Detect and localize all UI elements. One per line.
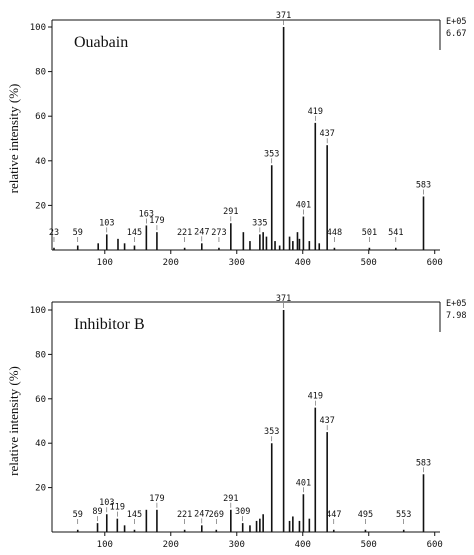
peak-label: 269 bbox=[209, 510, 224, 520]
y-tick-label: 80 bbox=[35, 350, 46, 360]
peak-label: 163 bbox=[139, 209, 154, 219]
peak-label: 437 bbox=[319, 129, 334, 139]
peak-label: 273 bbox=[211, 228, 226, 238]
y-tick-label: 20 bbox=[35, 201, 46, 211]
y-tick-label: 60 bbox=[35, 112, 46, 122]
peak-label: 179 bbox=[149, 216, 164, 226]
y-axis-label: relative intensity (%) bbox=[6, 366, 21, 476]
y-tick-label: 80 bbox=[35, 68, 46, 78]
peak-label: 291 bbox=[223, 494, 238, 504]
y-tick-label: 40 bbox=[35, 439, 46, 449]
y-axis-label: relative intensity (%) bbox=[6, 84, 21, 194]
peak-label: 221 bbox=[177, 510, 192, 520]
peak-label: 353 bbox=[264, 427, 279, 437]
peak-label: 583 bbox=[416, 180, 431, 190]
y-tick-label: 40 bbox=[35, 157, 46, 167]
x-tick-label: 100 bbox=[97, 258, 113, 268]
x-tick-label: 500 bbox=[361, 540, 377, 550]
peak-label: 221 bbox=[177, 228, 192, 238]
peak-label: 501 bbox=[362, 228, 377, 238]
peak-label: 541 bbox=[388, 228, 403, 238]
peak-label: 495 bbox=[358, 510, 373, 520]
peak-label: 145 bbox=[127, 510, 142, 520]
x-tick-label: 500 bbox=[361, 258, 377, 268]
peak-label: 419 bbox=[308, 107, 323, 117]
peak-label: 103 bbox=[99, 498, 114, 508]
peak-label: 353 bbox=[264, 149, 279, 159]
panel-title: Inhibitor B bbox=[74, 316, 145, 333]
peak-label: 179 bbox=[149, 494, 164, 504]
peak-label: 448 bbox=[327, 228, 342, 238]
peak-label: 145 bbox=[127, 228, 142, 238]
peak-label: 89 bbox=[92, 507, 102, 517]
y-tick-label: 100 bbox=[30, 306, 46, 316]
x-tick-label: 300 bbox=[229, 258, 245, 268]
x-tick-label: 300 bbox=[229, 540, 245, 550]
peak-label: 401 bbox=[296, 478, 311, 488]
panel-title: Ouabain bbox=[74, 34, 128, 51]
peak-label: 437 bbox=[319, 416, 334, 426]
peak-label: 447 bbox=[326, 510, 341, 520]
annotation: 6.67 bbox=[446, 29, 466, 39]
x-tick-label: 400 bbox=[295, 258, 311, 268]
peak-label: 401 bbox=[296, 201, 311, 211]
peak-label: 119 bbox=[110, 503, 125, 513]
peak-label: 371 bbox=[276, 294, 291, 304]
y-tick-label: 60 bbox=[35, 395, 46, 405]
peak-label: 103 bbox=[99, 218, 114, 228]
x-tick-label: 400 bbox=[295, 540, 311, 550]
annotation: E+05 bbox=[446, 299, 466, 309]
x-tick-label: 600 bbox=[427, 540, 443, 550]
peak-label: 247 bbox=[194, 509, 209, 519]
y-tick-label: 20 bbox=[35, 484, 46, 494]
peak-label: 419 bbox=[308, 392, 323, 402]
peak-label: 23 bbox=[49, 228, 59, 238]
annotation: E+05 bbox=[446, 17, 466, 27]
peak-label: 309 bbox=[235, 507, 250, 517]
peak-label: 247 bbox=[194, 227, 209, 237]
x-tick-label: 100 bbox=[97, 540, 113, 550]
peak-label: 583 bbox=[416, 458, 431, 468]
x-tick-label: 200 bbox=[163, 540, 179, 550]
peak-label: 371 bbox=[276, 11, 291, 21]
annotation: 7.98 bbox=[446, 311, 466, 321]
peak-label: 59 bbox=[73, 228, 83, 238]
peak-label: 291 bbox=[223, 207, 238, 217]
x-tick-label: 600 bbox=[427, 258, 443, 268]
x-tick-label: 200 bbox=[163, 258, 179, 268]
peak-label: 59 bbox=[73, 510, 83, 520]
peak-label: 335 bbox=[252, 218, 267, 228]
peak-label: 553 bbox=[396, 510, 411, 520]
y-tick-label: 100 bbox=[30, 23, 46, 33]
